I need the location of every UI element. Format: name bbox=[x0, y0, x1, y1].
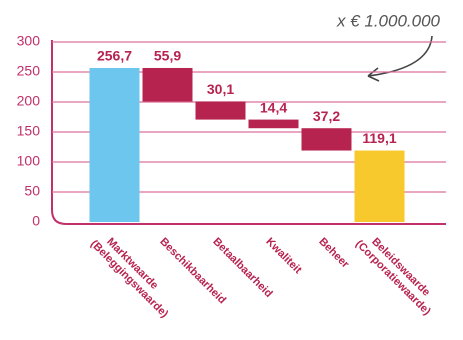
annotation: x € 1.000.000 bbox=[336, 11, 441, 30]
value-label: 37,2 bbox=[313, 108, 340, 124]
y-tick-label: 0 bbox=[32, 213, 40, 229]
y-tick-label: 200 bbox=[17, 93, 41, 109]
bar bbox=[301, 128, 352, 151]
bar bbox=[89, 67, 140, 222]
y-tick-label: 150 bbox=[17, 123, 41, 139]
y-tick-label: 250 bbox=[17, 63, 41, 79]
y-tick-label: 50 bbox=[24, 183, 40, 199]
x-tick-label: Kwaliteit bbox=[263, 236, 304, 277]
bar bbox=[142, 67, 193, 102]
value-label: 30,1 bbox=[207, 81, 234, 97]
value-label: 119,1 bbox=[362, 130, 396, 146]
y-tick-label: 100 bbox=[17, 153, 41, 169]
value-label: 14,4 bbox=[260, 99, 287, 115]
axis bbox=[51, 40, 446, 225]
value-label: 256,7 bbox=[97, 48, 132, 64]
y-tick-label: 300 bbox=[17, 33, 41, 49]
x-tick-label: Beheer bbox=[316, 236, 351, 271]
bar bbox=[248, 119, 299, 129]
bar bbox=[354, 150, 405, 222]
bar bbox=[195, 101, 246, 120]
annotation-arrow bbox=[367, 35, 433, 82]
x-tick-label: Beleidswaarde(Corporatiewaarde) bbox=[353, 229, 442, 318]
value-label: 55,9 bbox=[154, 48, 181, 64]
